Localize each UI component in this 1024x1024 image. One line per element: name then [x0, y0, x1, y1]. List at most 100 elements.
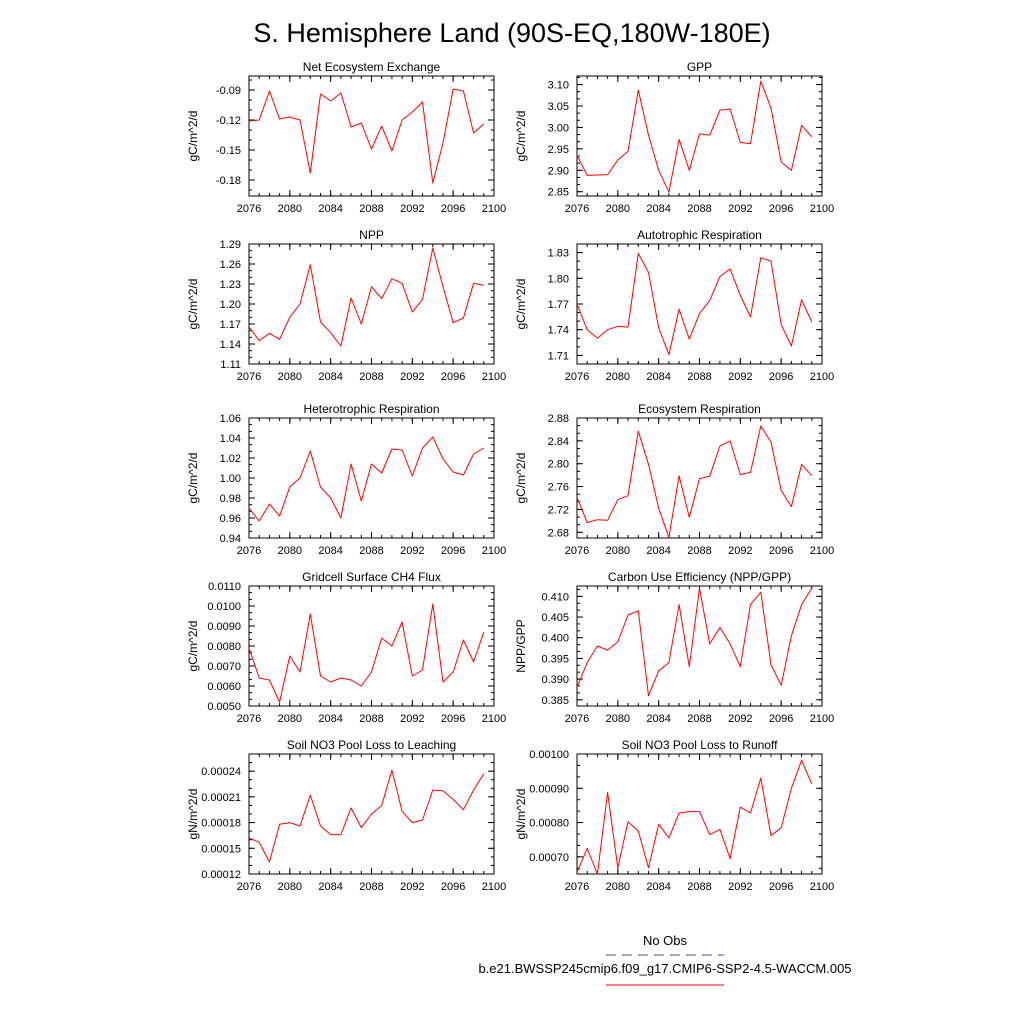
- x-tick-label: 2084: [318, 545, 342, 557]
- y-tick-label: 3.10: [548, 80, 569, 92]
- plot-frame: [248, 75, 495, 197]
- y-axis-label: gC/m^2/d: [186, 453, 200, 504]
- y-tick-label: 0.00090: [529, 783, 569, 795]
- y-tick-label: 1.00: [220, 473, 241, 485]
- y-tick-label: 0.94: [220, 533, 241, 545]
- y-axis-label: gC/m^2/d: [514, 111, 528, 162]
- y-axis-label: gN/m^2/d: [514, 789, 528, 840]
- chart-panel-8: Carbon Use Efficiency (NPP/GPP) NPP/GPP 20…: [514, 570, 834, 725]
- series-line: [576, 587, 813, 697]
- y-tick-label: 1.17: [220, 319, 241, 331]
- y-axis-label: gC/m^2/d: [186, 279, 200, 330]
- y-tick-label: 1.23: [220, 279, 241, 291]
- x-tick-label: 2088: [687, 371, 711, 383]
- x-tick-label: 2092: [728, 881, 752, 893]
- x-tick-label: 2092: [728, 713, 752, 725]
- series-line: [248, 769, 485, 863]
- chart-panel-10: Soil NO3 Pool Loss to Runoff gN/m^2/d 2076…: [514, 738, 834, 893]
- y-tick-label: -0.18: [216, 175, 241, 187]
- plot-frame: [576, 75, 823, 197]
- x-tick-label: 2088: [359, 371, 383, 383]
- y-tick-label: 2.84: [548, 436, 569, 448]
- series-line: [248, 603, 485, 703]
- x-tick-label: 2100: [482, 545, 506, 557]
- y-tick-label: 1.83: [548, 248, 569, 260]
- plot-frame: [576, 243, 823, 365]
- y-tick-label: 1.06: [220, 413, 241, 425]
- y-tick-label: 1.71: [548, 350, 569, 362]
- x-tick-label: 2092: [728, 203, 752, 215]
- x-tick-label: 2100: [482, 713, 506, 725]
- series-line: [248, 247, 484, 347]
- y-tick-label: 1.14: [220, 339, 241, 351]
- y-tick-label: 0.395: [541, 653, 569, 665]
- y-tick-label: 0.405: [541, 612, 569, 624]
- x-tick-label: 2100: [810, 545, 834, 557]
- plot-frame: [248, 753, 495, 875]
- y-axis-label: gN/m^2/d: [186, 789, 200, 840]
- x-tick-label: 2100: [482, 203, 506, 215]
- x-tick-label: 2080: [606, 203, 630, 215]
- panels-group: Net Ecosystem Exchange gC/m^2/d 2076 2080 20…: [186, 60, 834, 893]
- x-tick-label: 2096: [441, 713, 465, 725]
- y-tick-label: -0.12: [216, 115, 241, 127]
- y-tick-label: 0.00024: [201, 766, 241, 778]
- x-tick-label: 2084: [646, 545, 670, 557]
- x-tick-label: 2096: [441, 203, 465, 215]
- series-line: [248, 88, 485, 184]
- x-tick-label: 2096: [769, 713, 793, 725]
- y-tick-label: 0.385: [541, 695, 569, 707]
- y-tick-label: 1.04: [220, 433, 241, 445]
- x-tick-label: 2100: [482, 881, 506, 893]
- y-tick-label: 0.0110: [208, 581, 241, 593]
- x-tick-label: 2092: [400, 713, 424, 725]
- y-tick-label: 2.95: [548, 144, 569, 156]
- x-tick-label: 2100: [810, 371, 834, 383]
- panel-title: NPP: [359, 228, 384, 242]
- panel-title: Ecosystem Respiration: [638, 402, 761, 416]
- plot-frame: [248, 243, 495, 365]
- y-tick-label: 2.80: [548, 459, 569, 471]
- y-tick-label: 0.0050: [207, 701, 241, 713]
- chart-panel-9: Soil NO3 Pool Loss to Leaching gN/m^2/d 20…: [186, 738, 506, 893]
- panel-title: Gridcell Surface CH4 Flux: [302, 570, 441, 584]
- x-tick-label: 2080: [278, 713, 302, 725]
- y-tick-label: 2.90: [548, 165, 569, 177]
- panel-title: Carbon Use Efficiency (NPP/GPP): [608, 570, 791, 584]
- x-tick-label: 2080: [278, 203, 302, 215]
- plot-frame: [248, 585, 495, 707]
- series-line: [248, 436, 485, 522]
- x-tick-label: 2076: [565, 371, 589, 383]
- y-tick-label: 0.0080: [207, 641, 241, 653]
- x-tick-label: 2088: [359, 545, 383, 557]
- y-tick-label: 1.29: [220, 239, 241, 251]
- plot-frame: [576, 417, 823, 539]
- y-tick-label: 0.400: [541, 633, 569, 645]
- y-tick-label: 0.390: [541, 674, 569, 686]
- x-tick-label: 2084: [646, 203, 670, 215]
- y-tick-label: 0.00012: [201, 869, 241, 881]
- chart-panel-6: Ecosystem Respiration gC/m^2/d 2076 2080 208…: [514, 402, 834, 557]
- x-tick-label: 2088: [687, 713, 711, 725]
- x-tick-label: 2084: [318, 371, 342, 383]
- y-tick-label: 2.68: [548, 527, 569, 539]
- x-tick-label: 2084: [646, 713, 670, 725]
- panel-title: Net Ecosystem Exchange: [303, 60, 441, 74]
- y-axis-label: gC/m^2/d: [514, 453, 528, 504]
- y-axis-label: NPP/GPP: [514, 619, 528, 672]
- y-tick-label: 1.77: [548, 299, 569, 311]
- x-tick-label: 2084: [646, 371, 670, 383]
- x-tick-label: 2084: [318, 203, 342, 215]
- y-tick-label: 0.00015: [201, 843, 241, 855]
- y-tick-label: 2.72: [548, 504, 569, 516]
- x-tick-label: 2088: [359, 203, 383, 215]
- x-tick-label: 2092: [728, 545, 752, 557]
- x-tick-label: 2076: [237, 371, 261, 383]
- x-tick-label: 2076: [237, 545, 261, 557]
- x-tick-label: 2076: [565, 545, 589, 557]
- x-tick-label: 2080: [606, 881, 630, 893]
- plot-frame: [576, 753, 823, 875]
- x-tick-label: 2076: [565, 713, 589, 725]
- panel-title: Heterotrophic Respiration: [303, 402, 439, 416]
